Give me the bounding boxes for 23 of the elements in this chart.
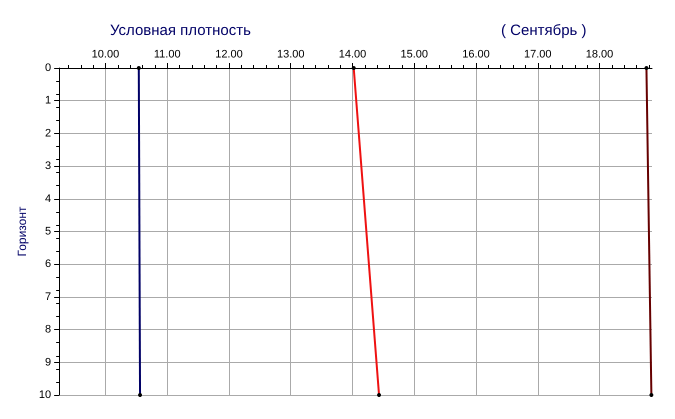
y-axis-title: Горизонт [15, 206, 29, 256]
y-tick-label: 7 [45, 290, 52, 303]
x-tick-label: 12.00 [215, 48, 243, 60]
x-tick-label: 15.00 [400, 48, 428, 60]
y-tick-label: 6 [45, 258, 52, 270]
chart-title: Условная плотность [110, 22, 252, 39]
chart-subtitle: ( Сентябрь ) [501, 22, 587, 39]
y-tick-label: 8 [45, 324, 52, 336]
x-tick-label: 18.00 [586, 48, 614, 60]
y-tick-label: 4 [45, 192, 52, 205]
x-tick-label: 14.00 [338, 48, 366, 60]
x-tick-label: 17.00 [524, 48, 552, 60]
x-tick-label: 10.00 [92, 48, 120, 60]
x-tick-label: 13.00 [276, 48, 304, 60]
y-tick-label: 0 [45, 62, 52, 74]
y-tick-label: 3 [45, 160, 52, 172]
y-tick-label: 10 [38, 389, 52, 401]
y-tick-label: 2 [45, 127, 52, 140]
x-tick-label: 16.00 [462, 48, 490, 60]
y-tick-label: 1 [45, 94, 52, 107]
y-tick-label: 5 [45, 226, 52, 238]
x-tick-label: 11.00 [154, 48, 181, 60]
y-tick-label: 9 [45, 356, 52, 368]
